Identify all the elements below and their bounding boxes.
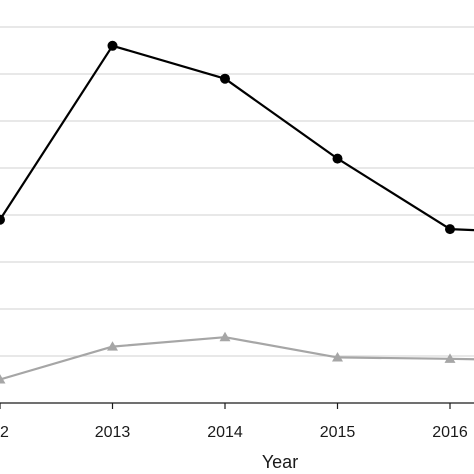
series-line-1 (0, 44, 474, 232)
data-point (0, 374, 6, 384)
x-axis-title: Year (262, 452, 298, 472)
x-axis (0, 402, 474, 409)
x-tick-label: 2013 (95, 424, 131, 441)
data-point (445, 224, 455, 235)
data-point (444, 353, 456, 363)
data-point (220, 73, 230, 84)
x-tick-label: 12 (0, 424, 9, 441)
x-tick-label: 2014 (207, 424, 243, 441)
series-layer (0, 40, 474, 384)
data-point (219, 331, 231, 342)
x-tick-label: 2016 (432, 424, 468, 441)
series-line-2 (0, 336, 474, 381)
data-point (107, 341, 118, 351)
data-point (107, 40, 118, 51)
data-point (332, 352, 343, 362)
x-tick-label: 2015 (320, 424, 356, 441)
data-point (332, 153, 343, 164)
tick-labels: 12 2013 2014 2015 2016 (0, 424, 468, 441)
data-point (0, 214, 5, 225)
gridlines (0, 26, 474, 357)
